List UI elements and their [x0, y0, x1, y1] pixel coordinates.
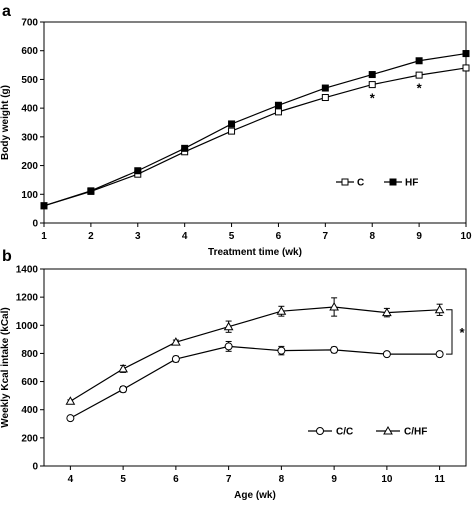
- y-tick-label: 700: [21, 18, 38, 29]
- x-tick-label: 5: [229, 231, 235, 242]
- data-point: [274, 101, 282, 109]
- y-tick-label: 0: [32, 219, 38, 230]
- y-axis-title: Body weight (g): [0, 85, 11, 160]
- y-tick-label: 1000: [16, 321, 39, 332]
- plot-frame: [43, 21, 467, 224]
- panel-label-b: b: [2, 248, 12, 265]
- legend-label: C: [357, 178, 364, 189]
- series-line: [43, 52, 467, 207]
- series-line: [43, 67, 467, 207]
- data-point: [415, 71, 423, 79]
- significance-marker: *: [417, 80, 423, 95]
- x-tick-label: 8: [369, 231, 375, 242]
- series-hf: [40, 50, 470, 210]
- data-point: [368, 71, 376, 79]
- data-point: [276, 306, 287, 315]
- data-point: [66, 414, 75, 423]
- panel-label-a: a: [2, 3, 11, 20]
- y-tick-label: 600: [21, 377, 38, 388]
- series-line: [70, 306, 440, 402]
- x-tick-label: 11: [434, 474, 445, 485]
- data-point: [382, 307, 392, 317]
- y-tick-label: 800: [21, 349, 38, 360]
- data-point: [435, 350, 444, 359]
- x-tick-label: 4: [68, 474, 74, 485]
- x-tick-label: 9: [331, 474, 337, 485]
- data-point: [40, 202, 48, 210]
- significance-bracket: [446, 309, 453, 355]
- y-tick-label: 200: [21, 433, 38, 444]
- data-point: [228, 120, 236, 128]
- chart-panel-b: 0 200 400 600 800 1000 1200 1400 4 5 6 7 8 9 10 11 Age (…: [0, 265, 467, 501]
- data-point: [462, 50, 470, 58]
- x-tick-label: 7: [323, 231, 329, 242]
- data-point: [171, 355, 180, 364]
- x-tick-label: 9: [416, 231, 422, 242]
- x-tick-label: 10: [460, 231, 472, 242]
- x-tick-label: 4: [182, 231, 188, 242]
- x-axis-title: Age (wk): [234, 490, 276, 501]
- significance-marker: *: [459, 325, 465, 340]
- y-tick-label: 300: [21, 132, 38, 143]
- series-c-c: [66, 340, 444, 423]
- x-tick-label: 7: [226, 474, 232, 485]
- y-tick-label: 600: [21, 46, 38, 57]
- data-point: [223, 321, 234, 331]
- y-tick-label: 100: [21, 190, 38, 201]
- data-point: [274, 108, 282, 116]
- series-line: [70, 345, 440, 419]
- legend-marker: [316, 427, 324, 435]
- data-point: [415, 57, 423, 65]
- legend-marker: [389, 178, 397, 186]
- data-point: [382, 350, 391, 359]
- legend-marker: [341, 178, 349, 186]
- series-c-hf: [65, 297, 445, 405]
- data-point: [224, 342, 233, 351]
- data-point: [65, 396, 76, 405]
- significance-marker: *: [370, 90, 376, 105]
- plot-frame: [43, 268, 467, 467]
- legend-label: HF: [405, 178, 418, 189]
- data-point: [462, 64, 470, 72]
- x-tick-label: 3: [135, 231, 141, 242]
- data-point: [228, 127, 236, 135]
- x-tick-label: 5: [120, 474, 126, 485]
- data-point: [119, 385, 128, 394]
- x-tick-label: 8: [279, 474, 285, 485]
- y-axis-title: Weekly Kcal intake (kCal): [0, 307, 11, 427]
- y-tick-label: 500: [21, 75, 38, 86]
- y-tick-label: 0: [32, 462, 38, 473]
- x-tick-label: 1: [41, 231, 47, 242]
- data-point: [321, 84, 329, 92]
- data-point: [330, 345, 339, 354]
- y-tick-label: 1200: [16, 293, 39, 304]
- data-point: [134, 167, 142, 175]
- y-tick-label: 400: [21, 405, 38, 416]
- x-tick-label: 6: [276, 231, 282, 242]
- data-point: [434, 304, 445, 314]
- data-point: [329, 301, 339, 311]
- chart-panel-a: 0 100 200 300 400 500 600 700 1 2 3 4 5 6 7 8 9 10 Treatme…: [0, 18, 472, 259]
- y-tick-label: 200: [21, 161, 38, 172]
- data-point: [118, 363, 128, 373]
- y-tick-label: 1400: [16, 265, 39, 276]
- legend-label: C/C: [336, 427, 353, 438]
- data-point: [87, 187, 95, 195]
- legend-marker: [383, 425, 393, 435]
- data-point: [277, 346, 286, 355]
- data-point: [171, 337, 181, 346]
- x-tick-label: 10: [381, 474, 393, 485]
- x-tick-label: 2: [88, 231, 94, 242]
- data-point: [181, 144, 189, 152]
- legend-label: C/HF: [404, 427, 427, 438]
- x-axis-title: Treatment time (wk): [208, 247, 302, 258]
- y-tick-label: 400: [21, 104, 38, 115]
- data-point: [321, 94, 329, 102]
- data-point: [368, 81, 376, 89]
- x-tick-label: 6: [173, 474, 179, 485]
